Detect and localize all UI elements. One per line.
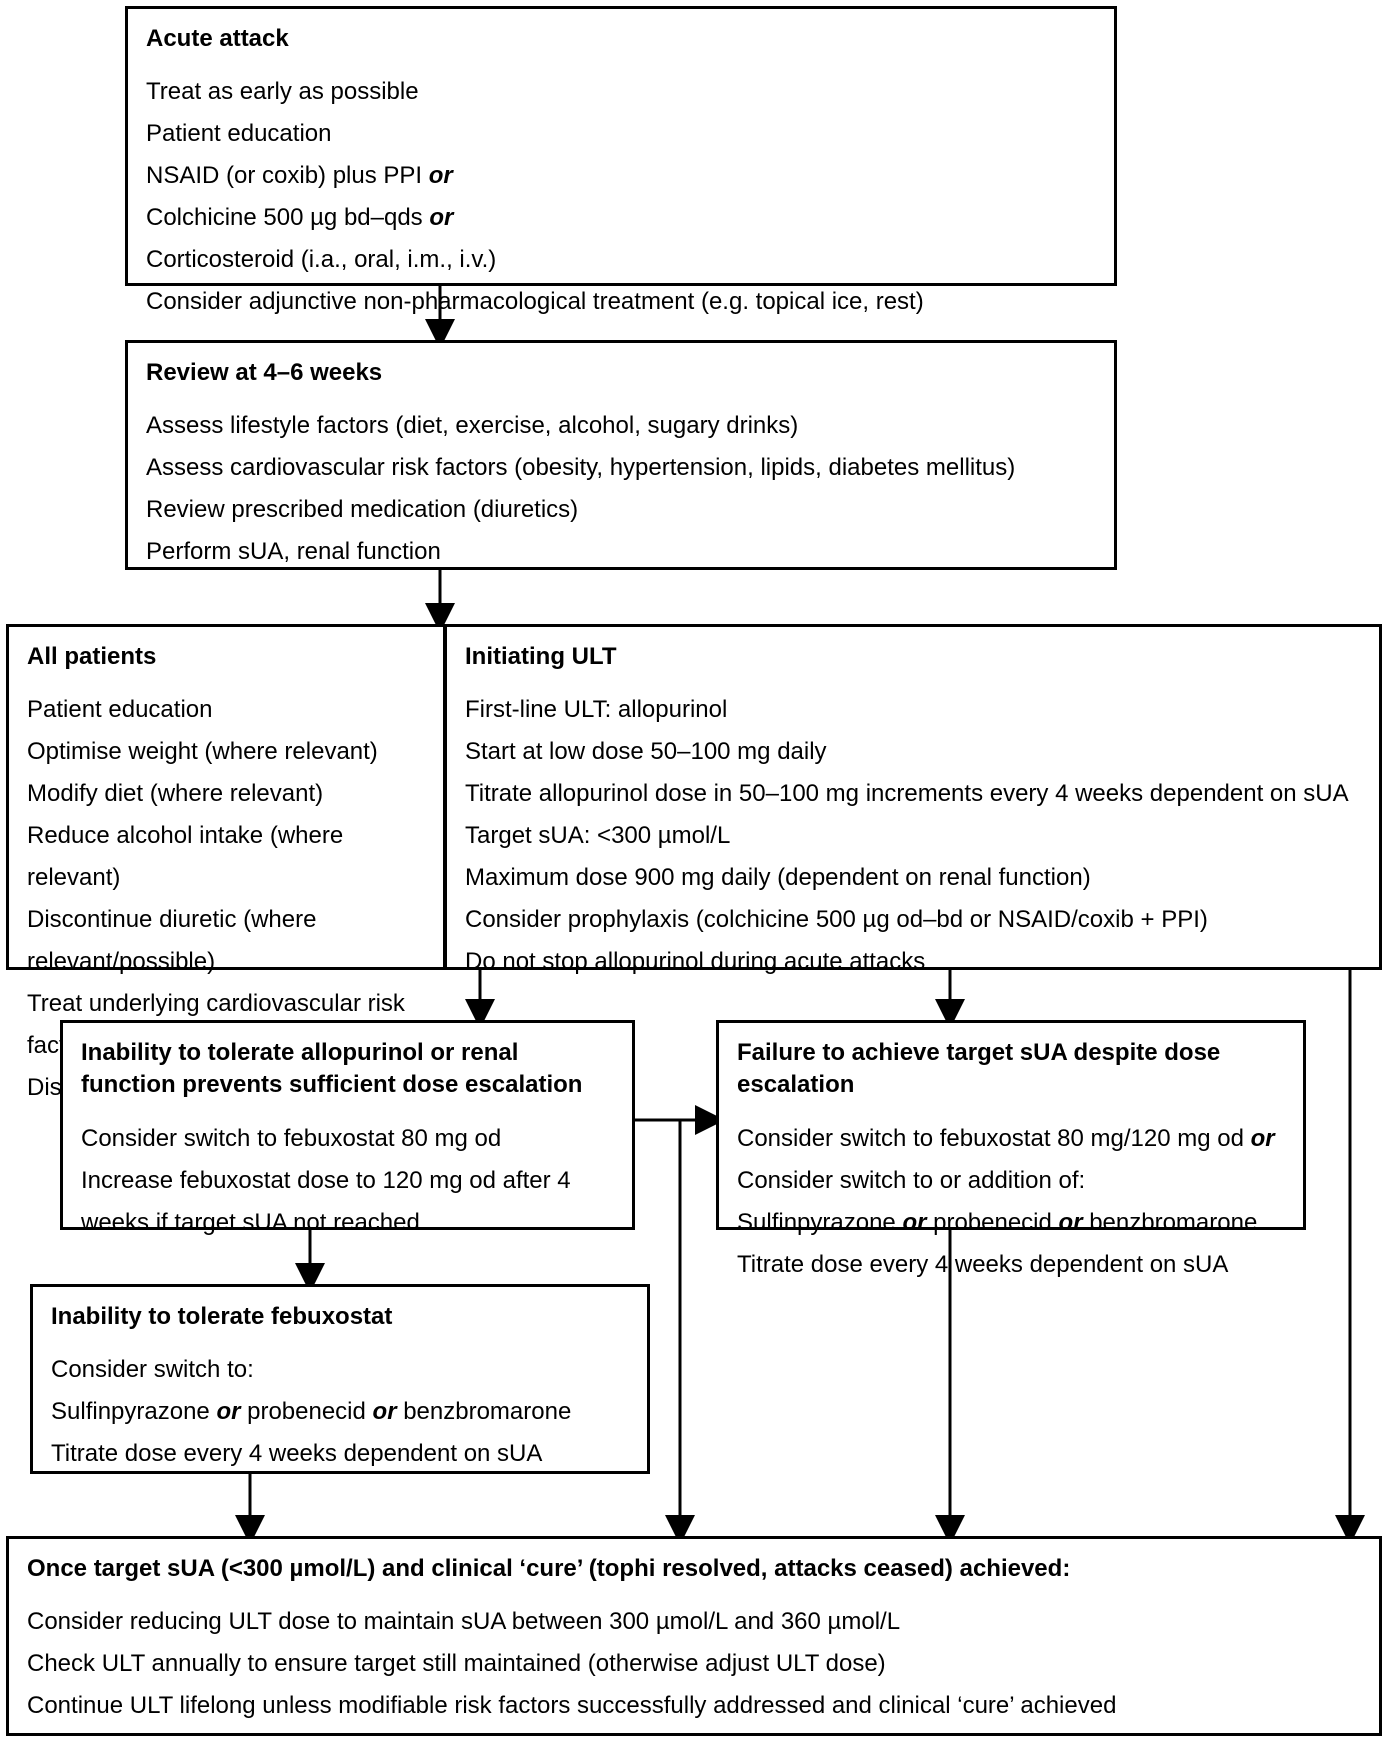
- box-title: Once target sUA (<300 µmol/L) and clinic…: [27, 1553, 1361, 1585]
- box-line: Assess lifestyle factors (diet, exercise…: [146, 405, 1096, 447]
- box-line: Maximum dose 900 mg daily (dependent on …: [465, 857, 1361, 899]
- box-line: Consider reducing ULT dose to maintain s…: [27, 1601, 1361, 1643]
- box-line: Treat as early as possible: [146, 71, 1096, 113]
- or-emphasis: or: [1251, 1125, 1275, 1152]
- box-line: Consider prophylaxis (colchicine 500 µg …: [465, 899, 1361, 941]
- box-line: Corticosteroid (i.a., oral, i.m., i.v.): [146, 239, 1096, 281]
- box-title: Inability to tolerate febuxostat: [51, 1301, 629, 1333]
- box-failure: Failure to achieve target sUA despite do…: [716, 1020, 1306, 1230]
- flowchart-canvas: Acute attackTreat as early as possiblePa…: [0, 0, 1388, 1746]
- box-title: All patients: [27, 641, 425, 673]
- box-title: Inability to tolerate allopurinol or ren…: [81, 1037, 614, 1102]
- box-title: Acute attack: [146, 23, 1096, 55]
- box-line: Sulfinpyrazone or probenecid or benzbrom…: [737, 1202, 1285, 1244]
- box-line: Titrate dose every 4 weeks dependent on …: [737, 1244, 1285, 1286]
- box-title: Failure to achieve target sUA despite do…: [737, 1037, 1285, 1102]
- box-target: Once target sUA (<300 µmol/L) and clinic…: [6, 1536, 1382, 1736]
- box-line: Titrate dose every 4 weeks dependent on …: [51, 1433, 629, 1475]
- box-line: Consider adjunctive non-pharmacological …: [146, 281, 1096, 323]
- or-emphasis: or: [216, 1398, 240, 1425]
- box-line: Colchicine 500 µg bd–qds or: [146, 197, 1096, 239]
- box-line: Target sUA: <300 µmol/L: [465, 815, 1361, 857]
- box-line: Patient education: [146, 113, 1096, 155]
- box-initiating: Initiating ULT First-line ULT: allopurino…: [444, 624, 1382, 970]
- box-review: Review at 4–6 weeks Assess lifestyle fact…: [125, 340, 1117, 570]
- box-inability_allo: Inability to tolerate allopurinol or ren…: [60, 1020, 635, 1230]
- box-line: Patient education: [27, 689, 425, 731]
- or-emphasis: or: [429, 162, 453, 189]
- box-title: Initiating ULT: [465, 641, 1361, 673]
- box-allpatients: All patients Patient educationOptimise we…: [6, 624, 446, 970]
- box-line: Start at low dose 50–100 mg daily: [465, 731, 1361, 773]
- or-emphasis: or: [902, 1209, 926, 1236]
- box-inability_febu: Inability to tolerate febuxostat Consider…: [30, 1284, 650, 1474]
- box-line: Modify diet (where relevant): [27, 773, 425, 815]
- box-line: Discontinue diuretic (where relevant/pos…: [27, 899, 425, 983]
- box-line: Increase febuxostat dose to 120 mg od af…: [81, 1160, 614, 1244]
- box-line: First-line ULT: allopurinol: [465, 689, 1361, 731]
- box-line: Sulfinpyrazone or probenecid or benzbrom…: [51, 1391, 629, 1433]
- box-line: Check ULT annually to ensure target stil…: [27, 1643, 1361, 1685]
- or-emphasis: or: [429, 204, 453, 231]
- box-line: Assess cardiovascular risk factors (obes…: [146, 447, 1096, 489]
- box-line: Optimise weight (where relevant): [27, 731, 425, 773]
- or-emphasis: or: [1059, 1209, 1083, 1236]
- box-line: Consider switch to febuxostat 80 mg od: [81, 1118, 614, 1160]
- box-line: Do not stop allopurinol during acute att…: [465, 941, 1361, 983]
- box-line: Consider switch to:: [51, 1349, 629, 1391]
- or-emphasis: or: [373, 1398, 397, 1425]
- box-acute: Acute attack Treat as early as possiblePa…: [125, 6, 1117, 286]
- box-line: Continue ULT lifelong unless modifiable …: [27, 1685, 1361, 1727]
- box-line: Titrate allopurinol dose in 50–100 mg in…: [465, 773, 1361, 815]
- box-line: Consider switch to or addition of:: [737, 1160, 1285, 1202]
- box-line: Perform sUA, renal function: [146, 531, 1096, 573]
- box-line: Reduce alcohol intake (where relevant): [27, 815, 425, 899]
- box-title: Review at 4–6 weeks: [146, 357, 1096, 389]
- box-line: Consider switch to febuxostat 80 mg/120 …: [737, 1118, 1285, 1160]
- box-line: Review prescribed medication (diuretics): [146, 489, 1096, 531]
- box-line: NSAID (or coxib) plus PPI or: [146, 155, 1096, 197]
